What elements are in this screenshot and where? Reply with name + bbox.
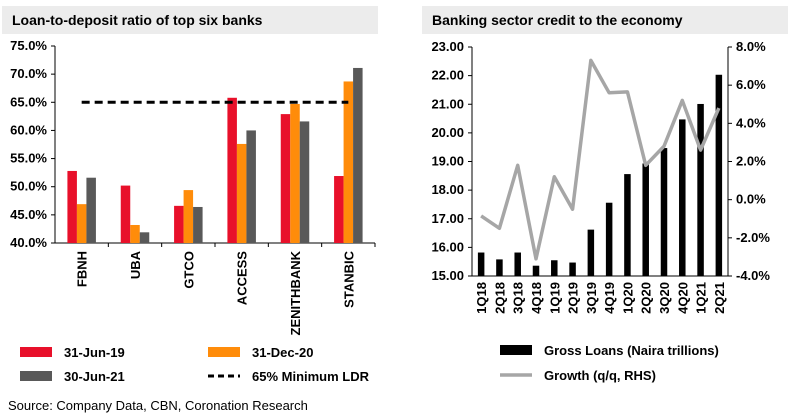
legend-label: 30-Jun-21 xyxy=(64,369,125,384)
gross-loans-bar xyxy=(587,229,595,276)
right-y-tick-label: -2.0% xyxy=(736,230,770,245)
legend-label: 65% Minimum LDR xyxy=(252,369,370,384)
left-y-tick-label: 21.00 xyxy=(431,96,464,111)
gross-loans-bar xyxy=(624,174,631,276)
left-y-tick-label: 19.00 xyxy=(431,154,464,169)
y-tick-label: 70.0% xyxy=(10,66,47,81)
x-tick-label: 3Q20 xyxy=(657,282,672,314)
gross-loans-bar xyxy=(496,259,503,276)
x-tick-label: 2Q20 xyxy=(639,282,654,314)
right-y-tick-label: 2.0% xyxy=(736,154,766,169)
bar-2 xyxy=(130,224,140,243)
legend-label: Gross Loans (Naira trillions) xyxy=(544,343,719,358)
x-tick-label: 4Q18 xyxy=(529,282,544,314)
gross-loans-bar xyxy=(477,252,485,276)
y-tick-label: 50.0% xyxy=(10,179,47,194)
legend-label: 31-Jun-19 xyxy=(64,345,125,360)
right-y-tick-label: 0.0% xyxy=(736,192,766,207)
right-y-tick-label: 8.0% xyxy=(736,39,766,54)
credit-chart: 15.00 16.00 17.00 18.00 19.00 20.00 21.00 22.00… xyxy=(431,39,770,383)
x-tick-label: 2Q18 xyxy=(492,282,507,314)
x-tick-label: 1Q20 xyxy=(620,282,635,314)
gross-loans-bar xyxy=(660,148,668,276)
bar-3 xyxy=(193,206,203,243)
legend-label: 31-Dec-20 xyxy=(252,345,313,360)
bar-1 xyxy=(120,185,131,243)
gross-loans-bar xyxy=(679,119,686,276)
x-tick-label: 3Q19 xyxy=(584,282,599,314)
right-y-tick-label: 4.0% xyxy=(736,115,766,130)
legend-swatch xyxy=(208,347,240,357)
bar-2 xyxy=(76,204,87,243)
x-tick-label: STANBIC xyxy=(341,250,356,307)
bar-2 xyxy=(343,81,354,244)
bar-2 xyxy=(236,143,247,243)
y-tick-label: 75.0% xyxy=(10,38,47,53)
gross-loans-bar xyxy=(532,265,540,276)
chart-title-credit: Banking sector credit to the economy xyxy=(422,6,788,34)
gross-loans-bar xyxy=(697,103,704,277)
legend-swatch xyxy=(20,347,52,357)
y-tick-label: 45.0% xyxy=(10,207,47,222)
legend-swatch xyxy=(20,371,52,381)
x-tick-label: 1Q19 xyxy=(547,282,562,314)
x-tick-label: 3Q18 xyxy=(511,282,526,314)
bar-1 xyxy=(334,176,344,243)
y-tick-label: 60.0% xyxy=(10,122,47,137)
bar-1 xyxy=(174,205,184,243)
bar-2 xyxy=(290,103,300,243)
bar-3 xyxy=(246,130,256,243)
left-y-tick-label: 22.00 xyxy=(431,68,464,83)
x-tick-label: 4Q19 xyxy=(602,282,617,314)
gross-loans-bar xyxy=(551,260,558,276)
left-y-tick-label: 16.00 xyxy=(431,239,464,254)
x-tick-label: 1Q21 xyxy=(694,282,709,314)
bar-1 xyxy=(227,97,237,243)
gross-loans-bar xyxy=(605,202,613,276)
gross-loans-bar xyxy=(514,252,521,276)
source-note: Source: Company Data, CBN, Coronation Re… xyxy=(8,398,308,413)
right-y-tick-label: -4.0% xyxy=(736,268,770,283)
x-tick-label: GTCO xyxy=(181,251,196,289)
ldr-chart: 40.0% 45.0% 50.0% 55.0% 60.0% 65.0% 70.0% 75.0%… xyxy=(10,38,376,384)
left-y-tick-label: 15.00 xyxy=(431,268,464,283)
bar-1 xyxy=(280,114,291,243)
right-y-tick-label: 6.0% xyxy=(736,77,766,92)
growth-line xyxy=(480,58,721,261)
y-tick-label: 65.0% xyxy=(10,94,47,109)
x-tick-label: 4Q20 xyxy=(675,282,690,314)
legend-swatch-gross-loans xyxy=(500,345,532,355)
x-tick-label: 2Q19 xyxy=(566,282,581,314)
chart-title-ldr: Loan-to-deposit ratio of top six banks xyxy=(2,6,378,34)
bar-3 xyxy=(86,177,96,243)
y-tick-label: 40.0% xyxy=(10,235,47,250)
x-tick-label: 2Q21 xyxy=(712,282,727,314)
x-tick-label: ZENITHBANK xyxy=(288,250,303,335)
x-tick-label: ACCESS xyxy=(235,251,250,306)
left-y-tick-label: 23.00 xyxy=(431,39,464,54)
bar-1 xyxy=(67,170,77,243)
gross-loans-bar xyxy=(569,262,576,276)
left-y-tick-label: 18.00 xyxy=(431,182,464,197)
gross-loans-bar xyxy=(715,74,723,276)
x-tick-label: UBA xyxy=(128,250,143,279)
gross-loans-bar xyxy=(642,163,649,276)
bar-2 xyxy=(183,190,194,243)
y-tick-label: 55.0% xyxy=(10,151,47,166)
legend-label: Growth (q/q, RHS) xyxy=(544,368,656,383)
x-tick-label: 1Q18 xyxy=(474,282,489,314)
bar-3 xyxy=(353,67,363,243)
left-y-tick-label: 20.00 xyxy=(431,125,464,140)
bar-3 xyxy=(299,121,310,243)
bar-3 xyxy=(139,232,150,243)
left-y-tick-label: 17.00 xyxy=(431,211,464,226)
x-tick-label: FBNH xyxy=(75,251,90,287)
